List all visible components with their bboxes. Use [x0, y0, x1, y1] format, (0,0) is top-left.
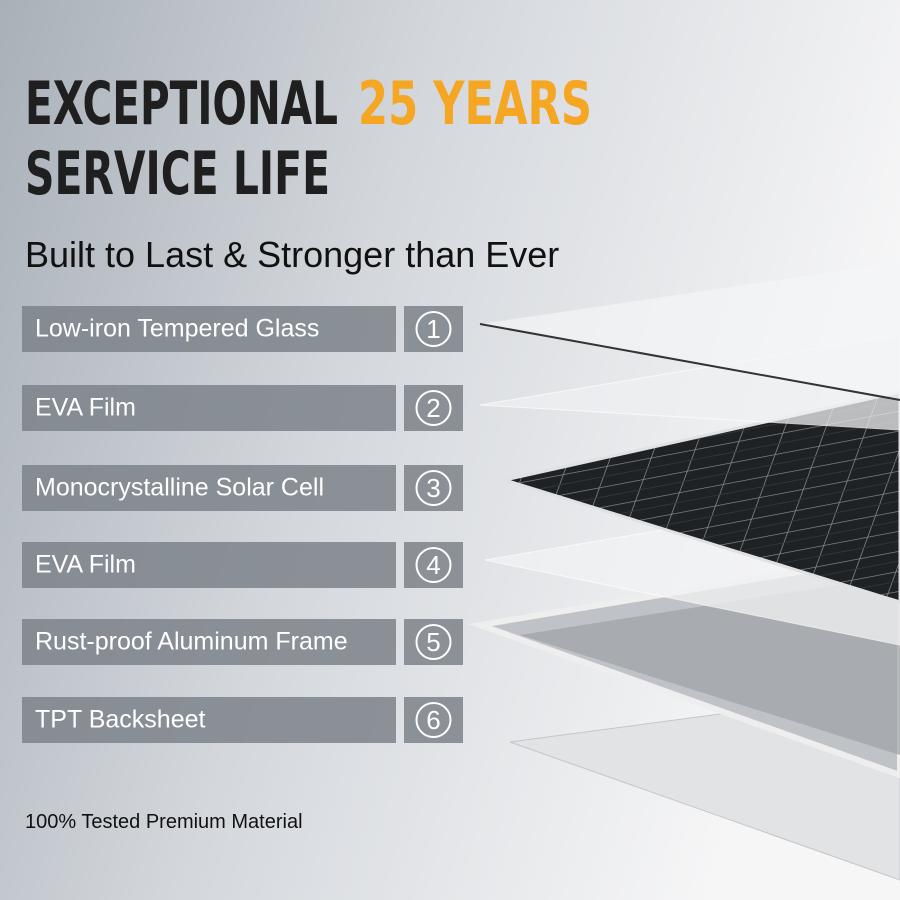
layer-number: 2 [426, 393, 440, 423]
layer-number: 4 [426, 550, 440, 580]
layer-number-bg [404, 542, 463, 588]
number-circle [415, 470, 452, 506]
number-circle [415, 624, 452, 660]
layer-label: Low-iron Tempered Glass [35, 315, 319, 343]
layer-number-bg [404, 697, 463, 743]
layer-number-bg [404, 306, 463, 352]
layer-label-bg [22, 465, 396, 511]
layer-number: 6 [426, 705, 440, 735]
layer-list: 1 Low-iron Tempered Glass 2 EVA Film 3 Monocr… [22, 306, 463, 743]
glass-edge [479, 323, 900, 401]
number-circle [415, 390, 452, 426]
title-highlight: 25 YEARS [358, 69, 592, 139]
subtitle: Built to Last & Stronger than Ever [25, 234, 559, 275]
panel-layers [468, 262, 900, 881]
layer-label: EVA Film [35, 551, 136, 579]
number-circle [415, 702, 452, 738]
layer-label-bg [22, 697, 396, 743]
layer-label: Monocrystalline Solar Cell [35, 474, 324, 502]
layer-glass [480, 262, 900, 400]
title: EXCEPTIONAL [25, 69, 338, 139]
layer-number-bg [404, 385, 463, 431]
title-line2: SERVICE LIFE [25, 139, 330, 209]
layer-label-bg [22, 542, 396, 588]
layer-number: 5 [426, 627, 440, 657]
layer-number: 3 [426, 473, 440, 503]
layer-number-bg [404, 619, 463, 665]
number-circle [415, 311, 452, 347]
layer-label: Rust-proof Aluminum Frame [35, 628, 348, 656]
layer-cells [499, 390, 900, 604]
layer-label: TPT Backsheet [35, 706, 206, 734]
number-circle [415, 547, 452, 583]
layer-label-bg [22, 619, 396, 665]
layer-number: 1 [426, 314, 440, 344]
layer-label: EVA Film [35, 394, 136, 422]
layer-label-bg [22, 306, 396, 352]
layer-number-bg [404, 465, 463, 511]
layer-label-bg [22, 385, 396, 431]
footer-note: 100% Tested Premium Material [25, 811, 303, 833]
